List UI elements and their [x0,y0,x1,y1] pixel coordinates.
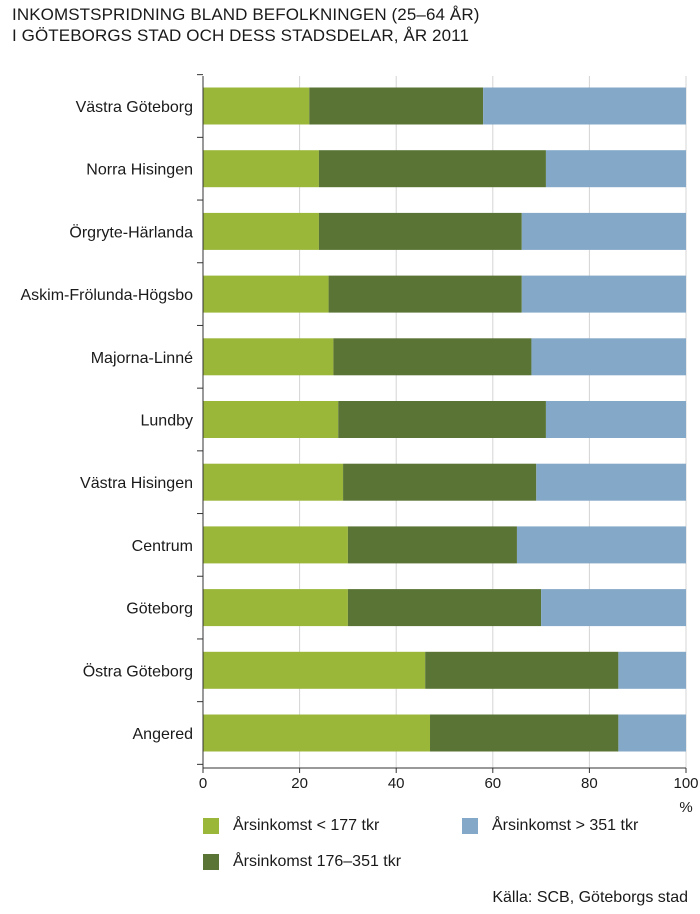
x-unit-label: % [679,799,692,816]
bar-segment-1 [203,401,339,438]
category-label: Västra Hisingen [80,475,193,492]
bar-segment-3 [521,212,686,250]
source-note: Källa: SCB, Göteborgs stad [492,889,688,906]
bar-segment-3 [618,651,686,689]
legend-label-low-income: Årsinkomst < 177 tkr [233,817,380,834]
legend-swatch-mid-income [203,854,219,870]
bar-segment-2 [318,150,546,188]
bar-segment-3 [545,401,686,438]
bar-segment-2 [347,526,517,564]
bar-segment-3 [618,714,686,752]
chart-title-line-2: I GÖTEBORGS STAD OCH DESS STADSDELAR, ÅR… [12,26,470,45]
x-tick-label: 80 [581,775,598,792]
category-label: Lundby [141,413,194,430]
x-tick-label: 0 [199,775,207,792]
legend-item-low-income: Årsinkomst < 177 tkr [203,817,379,835]
bar-segment-3 [541,589,686,627]
bar-segment-3 [521,275,686,313]
category-label: Centrum [132,538,193,555]
bar-segment-3 [531,338,686,376]
bar-segment-2 [343,463,537,501]
x-tick-label: 40 [388,775,405,792]
legend-swatch-low-income [203,818,219,834]
legend-label-high-income: Årsinkomst > 351 tkr [492,817,639,834]
legend-label-mid-income: Årsinkomst 176–351 tkr [233,853,402,870]
x-tick-label: 60 [484,775,501,792]
bar-segment-1 [203,526,348,564]
category-label: Askim-Frölunda-Högsbo [20,287,193,304]
bar-segment-1 [203,87,310,125]
bar-segment-3 [516,526,686,564]
category-label: Göteborg [126,601,193,618]
category-label: Angered [133,726,194,743]
bar-segment-3 [536,463,686,501]
category-label: Östra Göteborg [83,662,193,680]
bar-segment-1 [203,463,344,501]
chart-title: INKOMSTSPRIDNING BLAND BEFOLKNINGEN (25–… [12,4,479,46]
chart-title-line-1: INKOMSTSPRIDNING BLAND BEFOLKNINGEN (25–… [12,5,480,24]
bar-segment-3 [545,150,686,188]
bar-segment-1 [203,150,319,188]
bar-segment-2 [425,651,619,689]
bar-segment-2 [318,212,522,250]
bar-segment-2 [309,87,484,125]
bar-segment-2 [430,714,619,752]
bar-segment-1 [203,212,319,250]
bar-segment-1 [203,651,426,689]
x-tick-label: 100 [673,775,698,792]
bar-segment-2 [338,401,546,438]
bar-segment-1 [203,589,348,627]
category-label: Norra Hisingen [86,162,193,179]
x-tick-label: 20 [291,775,308,792]
bar-segment-1 [203,338,334,376]
legend-item-high-income: Årsinkomst > 351 tkr [462,817,638,835]
bar-segment-3 [483,87,686,125]
category-label: Västra Göteborg [76,99,193,116]
legend-item-mid-income: Årsinkomst 176–351 tkr [203,853,401,871]
bar-segment-2 [333,338,532,376]
legend-swatch-high-income [462,818,478,834]
bar-segment-1 [203,275,329,313]
category-label: Majorna-Linné [91,350,193,367]
bar-segment-1 [203,714,431,752]
bar-segment-2 [328,275,522,313]
category-label: Örgryte-Härlanda [69,223,193,241]
bar-segment-2 [347,589,542,627]
